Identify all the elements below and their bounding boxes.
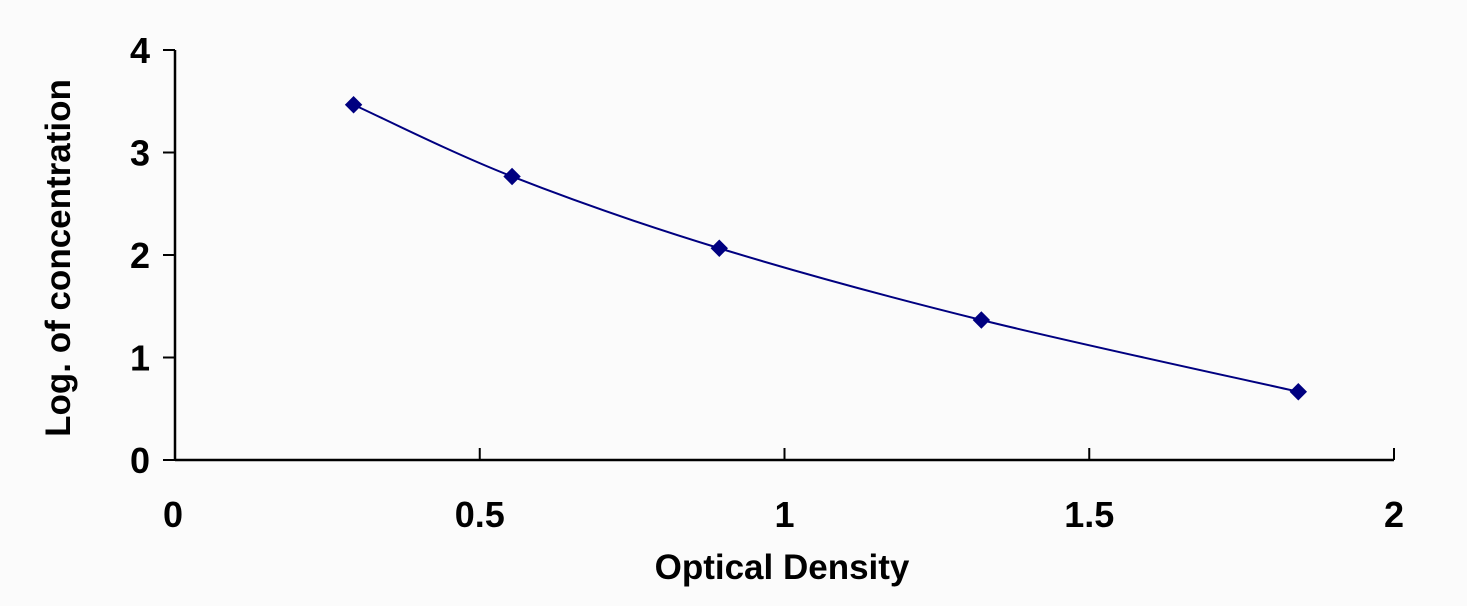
x-tick-label: 1.5 (1064, 494, 1114, 535)
data-point (344, 96, 363, 114)
plot-area (344, 96, 1308, 401)
data-point (710, 239, 728, 257)
x-tick-label: 0 (163, 494, 183, 535)
x-tick-label: 2 (1384, 494, 1404, 535)
series-line (353, 103, 1299, 393)
ticks (163, 49, 1395, 461)
y-tick-label: 3 (130, 133, 150, 174)
y-tick-label: 2 (130, 235, 150, 276)
y-tick-label: 1 (130, 338, 150, 379)
y-tick-label: 0 (130, 440, 150, 481)
x-axis-title: Optical Density (655, 548, 910, 587)
axes (173, 50, 1394, 462)
y-axis-title: Log. of concentration (39, 79, 78, 437)
x-tick-label: 0.5 (455, 494, 505, 535)
tick-labels: 0 0.5 1 1.5 2 0 1 2 3 4 (130, 30, 1404, 535)
data-point (1289, 383, 1308, 401)
y-tick-label: 4 (130, 30, 150, 71)
data-point (503, 167, 521, 186)
x-tick-label: 1 (774, 494, 794, 535)
data-point (972, 311, 991, 329)
